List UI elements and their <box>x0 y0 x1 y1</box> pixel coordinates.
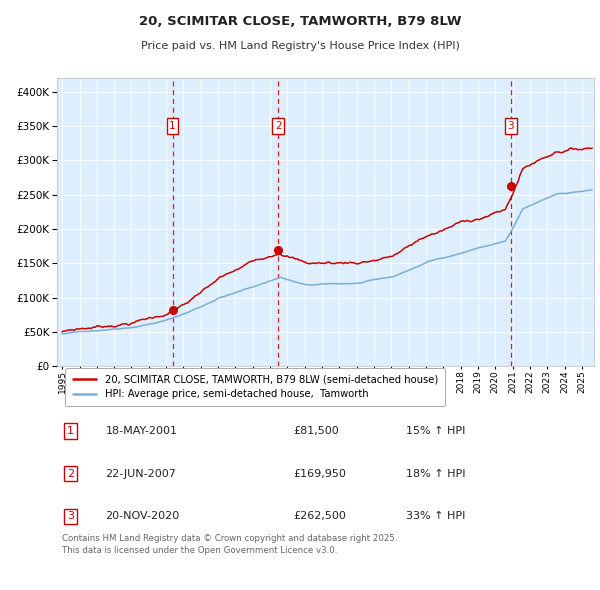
Text: 15% ↑ HPI: 15% ↑ HPI <box>406 426 466 436</box>
Text: 3: 3 <box>67 512 74 522</box>
Text: £262,500: £262,500 <box>293 512 346 522</box>
Text: 22-JUN-2007: 22-JUN-2007 <box>106 468 176 478</box>
Text: 18% ↑ HPI: 18% ↑ HPI <box>406 468 466 478</box>
Text: 1: 1 <box>67 426 74 436</box>
Text: 3: 3 <box>508 121 514 131</box>
Text: £169,950: £169,950 <box>293 468 346 478</box>
Text: 2: 2 <box>67 468 74 478</box>
Text: £81,500: £81,500 <box>293 426 339 436</box>
Text: 20-NOV-2020: 20-NOV-2020 <box>106 512 179 522</box>
Text: Contains HM Land Registry data © Crown copyright and database right 2025.
This d: Contains HM Land Registry data © Crown c… <box>62 534 398 555</box>
Text: Price paid vs. HM Land Registry's House Price Index (HPI): Price paid vs. HM Land Registry's House … <box>140 41 460 51</box>
Legend: 20, SCIMITAR CLOSE, TAMWORTH, B79 8LW (semi-detached house), HPI: Average price,: 20, SCIMITAR CLOSE, TAMWORTH, B79 8LW (s… <box>65 368 445 407</box>
Text: 1: 1 <box>169 121 176 131</box>
Text: 18-MAY-2001: 18-MAY-2001 <box>106 426 178 436</box>
Text: 2: 2 <box>275 121 281 131</box>
Text: 20, SCIMITAR CLOSE, TAMWORTH, B79 8LW: 20, SCIMITAR CLOSE, TAMWORTH, B79 8LW <box>139 15 461 28</box>
Text: 33% ↑ HPI: 33% ↑ HPI <box>406 512 466 522</box>
